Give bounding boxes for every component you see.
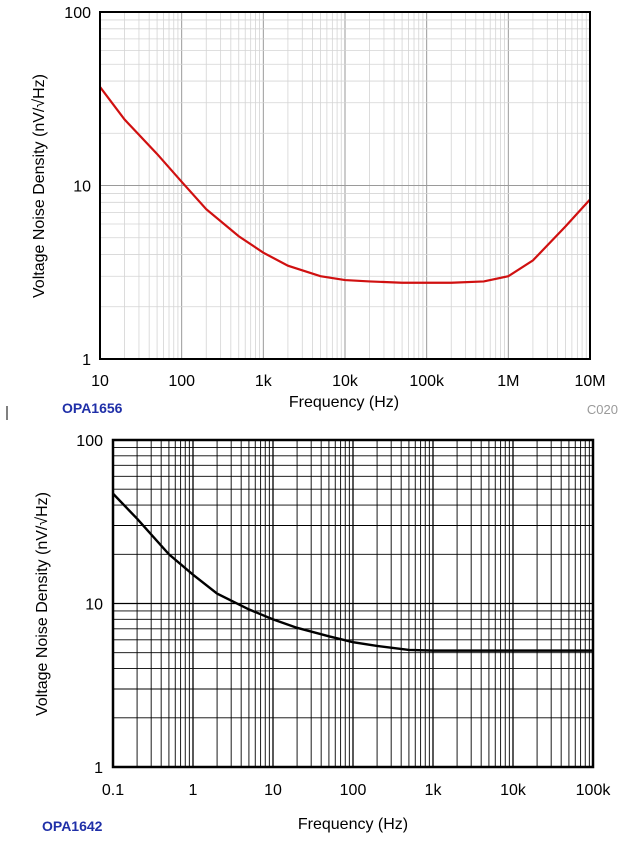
opa1642-y-axis-label: Voltage Noise Density (nV/√Hz) [34, 492, 51, 716]
c1-x-tick-label: 10M [574, 373, 605, 390]
c2-y-tick-label: 1 [94, 760, 103, 777]
opa1642-grid [112, 440, 593, 768]
opa1656-x-axis-label: Frequency (Hz) [289, 394, 399, 411]
c2-x-tick-label: 0.1 [102, 782, 124, 799]
c1-y-tick-label: 100 [64, 5, 91, 22]
c1-x-tick-label: 1M [497, 373, 519, 390]
opa1656-noise-line [99, 86, 591, 284]
opa1642-part-name: OPA1642 [42, 818, 103, 834]
c2-x-tick-label: 100k [576, 782, 612, 799]
c1-y-tick-label: 10 [73, 179, 91, 196]
opa1656-figure-code: C020 [587, 402, 618, 417]
opa1642-x-axis-label: Frequency (Hz) [298, 816, 408, 833]
opa1642-noise-chart: 0.1 1 10 100 1k 10k 100k 1 10 100 Frequency (Hz)… [34, 433, 611, 834]
c2-x-tick-label: 1k [425, 782, 443, 799]
c2-x-tick-label: 1 [189, 782, 198, 799]
opa1642-y-tick-labels: 1 10 100 [76, 433, 103, 777]
c2-x-tick-label: 100 [340, 782, 367, 799]
c1-x-tick-label: 100 [168, 373, 195, 390]
c2-y-tick-label: 10 [85, 597, 103, 614]
c1-x-tick-label: 100k [409, 373, 445, 390]
opa1656-plot-frame [99, 11, 591, 360]
c2-x-tick-label: 10 [264, 782, 282, 799]
opa1642-plot-frame [111, 438, 595, 769]
opa1656-part-name: OPA1656 [62, 400, 123, 416]
opa1656-grid [99, 12, 590, 360]
opa1656-y-tick-labels: 1 10 100 [64, 5, 91, 369]
c1-y-tick-label: 1 [82, 352, 91, 369]
c1-x-tick-label: 10 [91, 373, 109, 390]
opa1642-noise-line [112, 492, 593, 652]
c2-y-tick-label: 100 [76, 433, 103, 450]
c2-x-tick-label: 10k [500, 782, 527, 799]
opa1656-y-axis-label: Voltage Noise Density (nV/√Hz) [31, 74, 48, 298]
opa1642-x-tick-labels: 0.1 1 10 100 1k 10k 100k [102, 782, 611, 799]
c1-x-tick-label: 10k [332, 373, 359, 390]
opa1656-x-tick-labels: 10 100 1k 10k 100k 1M 10M [91, 373, 605, 390]
c1-x-tick-label: 1k [255, 373, 273, 390]
